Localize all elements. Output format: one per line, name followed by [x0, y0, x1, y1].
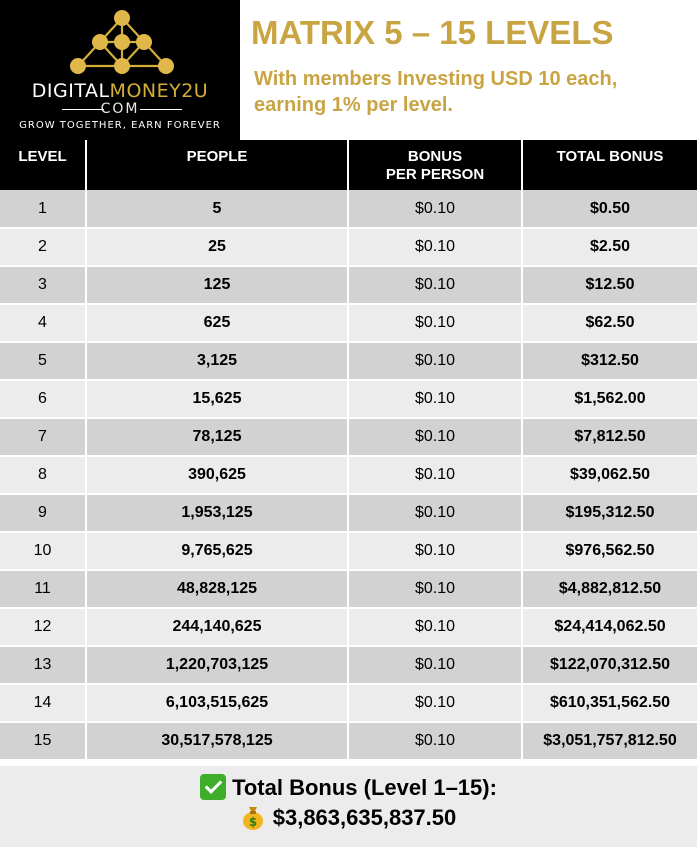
cell-people: 9,765,625 — [86, 532, 349, 571]
total-bonus-box: Total Bonus (Level 1–15): $ $3,863,635,83… — [0, 766, 697, 847]
cell-bonus-per-person: $0.10 — [348, 418, 523, 457]
logo-name: DIGITALMONEY2U — [31, 80, 209, 102]
cell-level: 10 — [0, 532, 87, 571]
table-row: 15 30,517,578,125 $0.10 $3,051,757,812.50 — [0, 722, 697, 761]
cell-total-bonus: $122,070,312.50 — [522, 646, 697, 685]
cell-level: 3 — [0, 266, 87, 305]
cell-bonus-per-person: $0.10 — [348, 304, 523, 343]
logo-tagline: GROW TOGETHER, EARN FOREVER — [19, 120, 221, 131]
cell-people: 25 — [86, 228, 349, 267]
logo: DIGITALMONEY2U COM GROW TOGETHER, EARN F… — [0, 0, 240, 140]
cell-total-bonus: $312.50 — [522, 342, 697, 381]
cell-level: 9 — [0, 494, 87, 533]
cell-level: 1 — [0, 190, 87, 229]
table-row: 7 78,125 $0.10 $7,812.50 — [0, 418, 697, 457]
cell-bonus-per-person: $0.10 — [348, 570, 523, 609]
cell-total-bonus: $4,882,812.50 — [522, 570, 697, 609]
cell-total-bonus: $2.50 — [522, 228, 697, 267]
logo-divider-right — [140, 109, 182, 110]
cell-level: 12 — [0, 608, 87, 647]
cell-people: 3,125 — [86, 342, 349, 381]
cell-total-bonus: $0.50 — [522, 190, 697, 229]
cell-total-bonus: $195,312.50 — [522, 494, 697, 533]
cell-people: 1,953,125 — [86, 494, 349, 533]
table-row: 12 244,140,625 $0.10 $24,414,062.50 — [0, 608, 697, 647]
check-mark-button-icon — [200, 774, 227, 800]
cell-bonus-per-person: $0.10 — [348, 456, 523, 495]
cell-level: 8 — [0, 456, 87, 495]
logo-com: COM — [100, 101, 140, 117]
cell-bonus-per-person: $0.10 — [348, 722, 523, 761]
cell-bonus-per-person: $0.10 — [348, 190, 523, 229]
table-row: 14 6,103,515,625 $0.10 $610,351,562.50 — [0, 684, 697, 723]
cell-level: 14 — [0, 684, 87, 723]
cell-level: 4 — [0, 304, 87, 343]
header-total-bonus: TOTAL BONUS — [522, 140, 697, 190]
cell-level: 11 — [0, 570, 87, 609]
total-bonus-value: $3,863,635,837.50 — [272, 805, 457, 830]
cell-people: 625 — [86, 304, 349, 343]
cell-total-bonus: $39,062.50 — [522, 456, 697, 495]
page-title: MATRIX 5 – 15 LEVELS — [251, 14, 614, 51]
cell-total-bonus: $24,414,062.50 — [522, 608, 697, 647]
table-row: 3 125 $0.10 $12.50 — [0, 266, 697, 305]
svg-text:$: $ — [249, 815, 257, 829]
matrix-table: LEVEL PEOPLE BONUS PER PERSON TOTAL BONUS… — [0, 140, 697, 761]
cell-total-bonus: $12.50 — [522, 266, 697, 305]
table-row: 4 625 $0.10 $62.50 — [0, 304, 697, 343]
table-row: 1 5 $0.10 $0.50 — [0, 190, 697, 229]
cell-people: 390,625 — [86, 456, 349, 495]
cell-bonus-per-person: $0.10 — [348, 646, 523, 685]
cell-people: 6,103,515,625 — [86, 684, 349, 723]
total-bonus-label-line: Total Bonus (Level 1–15): — [0, 774, 697, 801]
cell-bonus-per-person: $0.10 — [348, 342, 523, 381]
cell-bonus-per-person: $0.10 — [348, 608, 523, 647]
logo-divider-left — [62, 109, 104, 110]
cell-total-bonus: $610,351,562.50 — [522, 684, 697, 723]
table-row: 11 48,828,125 $0.10 $4,882,812.50 — [0, 570, 697, 609]
cell-people: 5 — [86, 190, 349, 229]
cell-bonus-per-person: $0.10 — [348, 494, 523, 533]
cell-level: 2 — [0, 228, 87, 267]
cell-people: 48,828,125 — [86, 570, 349, 609]
cell-bonus-per-person: $0.10 — [348, 228, 523, 267]
cell-level: 13 — [0, 646, 87, 685]
cell-level: 6 — [0, 380, 87, 419]
cell-total-bonus: $62.50 — [522, 304, 697, 343]
table-body: 1 5 $0.10 $0.50 2 25 $0.10 $2.50 3 125 $0.10 $12.50… — [0, 190, 697, 761]
table-row: 6 15,625 $0.10 $1,562.00 — [0, 380, 697, 419]
page-subtitle: With members Investing USD 10 each, earn… — [254, 68, 618, 116]
cell-total-bonus: $976,562.50 — [522, 532, 697, 571]
cell-level: 7 — [0, 418, 87, 457]
total-bonus-value-line: $ $3,863,635,837.50 — [0, 804, 697, 831]
money-bag-icon: $ — [242, 807, 263, 830]
table-row: 8 390,625 $0.10 $39,062.50 — [0, 456, 697, 495]
cell-bonus-per-person: $0.10 — [348, 532, 523, 571]
table-row: 5 3,125 $0.10 $312.50 — [0, 342, 697, 381]
cell-people: 78,125 — [86, 418, 349, 457]
total-bonus-label: Total Bonus (Level 1–15): — [232, 775, 497, 800]
cell-total-bonus: $1,562.00 — [522, 380, 697, 419]
table-row: 9 1,953,125 $0.10 $195,312.50 — [0, 494, 697, 533]
header-people: PEOPLE — [86, 140, 349, 190]
table-row: 10 9,765,625 $0.10 $976,562.50 — [0, 532, 697, 571]
cell-bonus-per-person: $0.10 — [348, 380, 523, 419]
cell-people: 244,140,625 — [86, 608, 349, 647]
table-row: 13 1,220,703,125 $0.10 $122,070,312.50 — [0, 646, 697, 685]
cell-level: 5 — [0, 342, 87, 381]
header-bonus-per-person: BONUS PER PERSON — [348, 140, 523, 190]
cell-people: 125 — [86, 266, 349, 305]
cell-bonus-per-person: $0.10 — [348, 684, 523, 723]
cell-total-bonus: $3,051,757,812.50 — [522, 722, 697, 761]
cell-people: 30,517,578,125 — [86, 722, 349, 761]
header-level: LEVEL — [0, 140, 87, 190]
network-logo-icon — [70, 10, 174, 74]
table-row: 2 25 $0.10 $2.50 — [0, 228, 697, 267]
cell-total-bonus: $7,812.50 — [522, 418, 697, 457]
cell-people: 15,625 — [86, 380, 349, 419]
cell-bonus-per-person: $0.10 — [348, 266, 523, 305]
cell-level: 15 — [0, 722, 87, 761]
cell-people: 1,220,703,125 — [86, 646, 349, 685]
table-header-row: LEVEL PEOPLE BONUS PER PERSON TOTAL BONUS — [0, 140, 697, 190]
